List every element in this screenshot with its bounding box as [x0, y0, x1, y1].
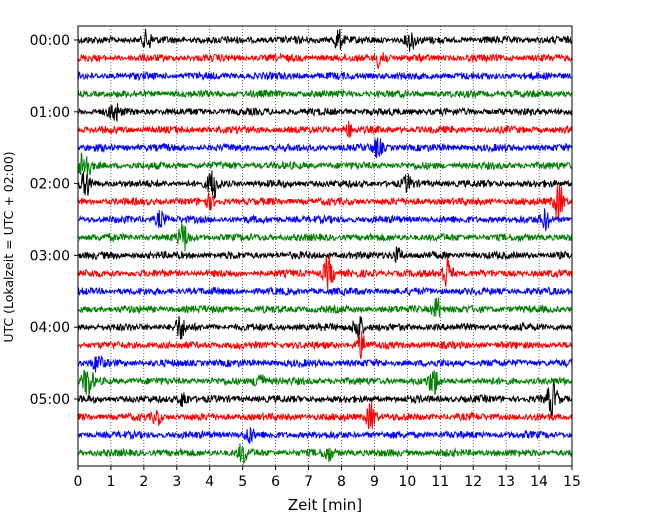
trace-0145 — [77, 152, 573, 180]
trace-0400 — [77, 315, 573, 340]
x-tick-label: 13 — [497, 474, 515, 490]
grid — [110, 26, 540, 466]
trace-0115 — [77, 120, 573, 139]
y-axis-label: UTC (Lokalzeit = UTC + 02:00) — [1, 151, 16, 342]
trace-0345 — [77, 297, 573, 318]
trace-0415 — [77, 330, 573, 359]
trace-0430 — [77, 354, 573, 373]
x-tick-label: 8 — [337, 474, 346, 490]
traces — [77, 28, 573, 465]
x-axis: 0 1 2 3 4 5 6 7 8 9 10 11 12 13 14 15 — [74, 466, 581, 490]
x-tick-label: 3 — [172, 474, 181, 490]
y-tick-label: 01:00 — [30, 105, 70, 121]
trace-0330 — [77, 285, 573, 297]
trace-0215 — [77, 183, 573, 220]
trace-0200 — [77, 170, 573, 200]
x-tick-label: 7 — [304, 474, 313, 490]
x-tick-label: 9 — [370, 474, 379, 490]
trace-0015 — [77, 52, 573, 70]
x-tick-label: 12 — [464, 474, 482, 490]
x-tick-label: 1 — [106, 474, 115, 490]
trace-0000 — [77, 28, 573, 52]
y-tick-label: 00:00 — [30, 33, 70, 49]
x-tick-label: 15 — [563, 474, 581, 490]
trace-0500 — [77, 381, 573, 417]
trace-0300 — [77, 246, 573, 263]
y-axis: 00:00 01:00 02:00 03:00 04:00 05:00 — [30, 33, 78, 408]
y-tick-label: 04:00 — [30, 320, 70, 336]
trace-0230 — [77, 208, 573, 232]
x-tick-label: 2 — [139, 474, 148, 490]
x-tick-label: 14 — [530, 474, 548, 490]
plot-area — [78, 26, 572, 466]
trace-0545 — [77, 443, 573, 465]
trace-0045 — [77, 88, 573, 100]
x-tick-label: 10 — [398, 474, 416, 490]
x-tick-label: 4 — [205, 474, 214, 490]
trace-0100 — [77, 103, 573, 122]
trace-0515 — [77, 401, 573, 430]
x-axis-label: Zeit [min] — [288, 496, 362, 514]
plot-frame — [77, 25, 573, 467]
trace-0245 — [77, 223, 573, 252]
y-tick-label: 02:00 — [30, 177, 70, 193]
x-tick-label: 11 — [431, 474, 449, 490]
x-tick-label: 6 — [271, 474, 280, 490]
trace-0130 — [77, 137, 573, 159]
trace-0445 — [77, 369, 573, 396]
trace-0315 — [77, 255, 573, 290]
trace-0030 — [77, 70, 573, 82]
y-tick-label: 05:00 — [30, 392, 70, 408]
trace-0530 — [77, 427, 573, 444]
y-tick-label: 03:00 — [30, 248, 70, 264]
x-tick-label: 5 — [238, 474, 247, 490]
x-tick-label: 0 — [74, 474, 83, 490]
